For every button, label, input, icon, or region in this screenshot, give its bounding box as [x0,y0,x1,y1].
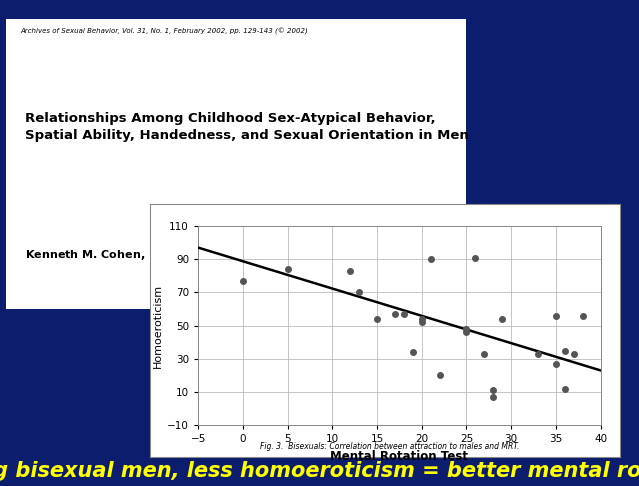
Point [417,315,427,323]
Point [569,350,579,358]
Y-axis label: Homoeroticism: Homoeroticism [153,283,163,368]
Point [488,386,498,394]
Point [408,348,418,356]
Point [533,350,543,358]
Point [578,312,588,320]
X-axis label: Mental Rotation Test: Mental Rotation Test [330,450,468,463]
Point [461,329,472,336]
Point [417,318,427,326]
Text: Among bisexual men, less homoeroticism = better mental rotation: Among bisexual men, less homoeroticism =… [0,461,639,481]
Point [282,265,293,273]
Point [238,277,248,285]
Point [345,267,355,275]
Point [560,347,570,354]
Point [461,325,472,333]
Point [354,289,364,296]
Text: Archives of Sexual Behavior, Vol. 31, No. 1, February 2002, pp. 129-143 (© 2002): Archives of Sexual Behavior, Vol. 31, No… [20,28,308,35]
Point [372,315,382,323]
Point [399,310,409,318]
Point [488,393,498,401]
Text: Fig. 3.  Bisexuals: Correlation between attraction to males and MRT.: Fig. 3. Bisexuals: Correlation between a… [260,441,520,451]
Point [551,312,561,320]
Point [426,255,436,263]
Text: Relationships Among Childhood Sex-Atypical Behavior,
Spatial Ability, Handedness: Relationships Among Childhood Sex-Atypic… [25,112,468,142]
Point [479,350,489,358]
Point [560,385,570,393]
Point [435,371,445,379]
Point [497,315,507,323]
Point [551,360,561,368]
Text: Kenneth M. Cohen, Ph.D.$^{1}$: Kenneth M. Cohen, Ph.D.$^{1}$ [25,245,188,263]
Point [470,254,481,261]
Point [390,310,400,318]
